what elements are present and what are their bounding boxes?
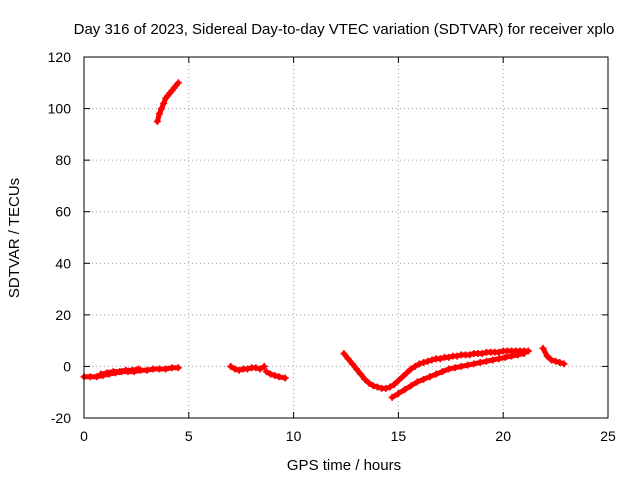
x-axis-label: GPS time / hours <box>287 457 401 474</box>
data-points <box>80 79 568 401</box>
series-arc-high <box>153 79 182 125</box>
axis-ticks: 0 5 10 15 20 25 -20 0 20 40 60 80 100 120 <box>48 49 616 444</box>
data-point-trace <box>515 351 527 358</box>
series-arc-low-2 <box>97 365 142 378</box>
plot-frame <box>83 56 609 419</box>
x-tick-label: 20 <box>495 428 511 444</box>
series-arc-lower <box>388 350 528 401</box>
series-arc-late <box>539 344 568 368</box>
y-tick-label: 100 <box>48 101 72 117</box>
data-point-trace <box>129 366 141 373</box>
chart-title: Day 316 of 2023, Sidereal Day-to-day VTE… <box>74 21 615 38</box>
y-tick-label: 120 <box>48 49 72 65</box>
series-arc-dip <box>340 347 532 392</box>
x-tick-label: 0 <box>80 428 88 444</box>
y-tick-label: 20 <box>55 307 71 323</box>
y-tick-label: -20 <box>51 410 71 426</box>
x-tick-label: 10 <box>286 428 302 444</box>
series-arc-7h <box>227 362 268 374</box>
data-point-trace <box>276 374 288 381</box>
x-tick-label: 15 <box>391 428 407 444</box>
y-tick-label: 60 <box>55 204 71 220</box>
grid-lines <box>84 57 608 418</box>
y-tick-label: 0 <box>63 358 71 374</box>
data-point-trace <box>173 80 181 88</box>
series-arc-9h <box>262 368 289 382</box>
y-tick-label: 40 <box>55 255 71 271</box>
data-point-trace <box>257 363 267 372</box>
data-point-trace <box>557 360 567 367</box>
x-tick-label: 25 <box>600 428 616 444</box>
x-tick-label: 5 <box>185 428 193 444</box>
y-tick-label: 80 <box>55 152 71 168</box>
y-axis-label: SDTVAR / TECUs <box>6 178 23 298</box>
